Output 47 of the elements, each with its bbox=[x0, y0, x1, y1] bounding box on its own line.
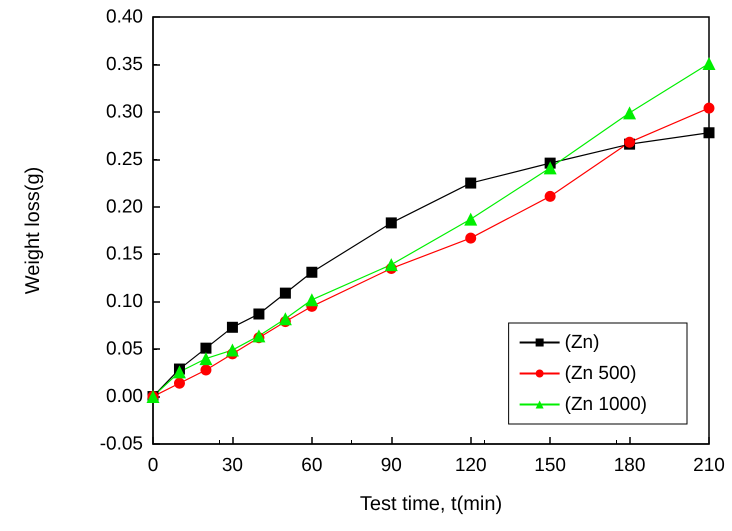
y-tick-label: -0.05 bbox=[100, 434, 143, 454]
x-tick-label: 0 bbox=[148, 455, 158, 476]
point bbox=[174, 378, 185, 389]
y-tick-label: 0.30 bbox=[106, 101, 143, 122]
x-tick-label: 120 bbox=[454, 455, 487, 476]
x-tick-label: 180 bbox=[614, 455, 646, 476]
point bbox=[702, 56, 716, 70]
point bbox=[252, 329, 266, 342]
point bbox=[544, 161, 557, 174]
y-tick-label: 0.05 bbox=[106, 338, 143, 360]
point bbox=[172, 365, 186, 378]
y-tick-label: 0.35 bbox=[106, 54, 143, 75]
y-tick-label: 0.00 bbox=[106, 386, 143, 408]
point bbox=[200, 364, 212, 376]
x-tick-label: 210 bbox=[693, 455, 725, 476]
y-tick-label: 0.20 bbox=[106, 196, 143, 218]
point bbox=[306, 266, 318, 278]
point bbox=[305, 293, 318, 306]
point bbox=[280, 288, 291, 299]
y-tick-label: 0.25 bbox=[106, 148, 143, 170]
x-tick-label: 90 bbox=[380, 455, 402, 476]
point bbox=[544, 190, 556, 202]
y-tick-label: 0.40 bbox=[106, 6, 143, 28]
point bbox=[253, 308, 264, 320]
point bbox=[384, 258, 398, 272]
point bbox=[623, 106, 636, 120]
point bbox=[278, 312, 292, 326]
legend-label: (Zn 1000) bbox=[564, 394, 647, 415]
point bbox=[386, 217, 397, 228]
x-tick-label: 30 bbox=[222, 455, 243, 476]
x-tick-label: 60 bbox=[301, 455, 322, 476]
point bbox=[226, 322, 238, 333]
y-axis-title: Weight loss(g) bbox=[22, 166, 44, 294]
x-tick-label: 150 bbox=[534, 455, 566, 476]
point bbox=[226, 344, 239, 357]
point bbox=[704, 127, 714, 138]
legend-label: (Zn) bbox=[564, 332, 600, 353]
point bbox=[704, 102, 714, 114]
y-tick-label: 0.10 bbox=[106, 291, 143, 312]
legend-label: (Zn 500) bbox=[564, 363, 636, 384]
x-axis-title: Test time, t(min) bbox=[360, 493, 502, 515]
point bbox=[465, 178, 476, 189]
point bbox=[464, 212, 478, 226]
point bbox=[465, 232, 476, 244]
point bbox=[200, 342, 212, 354]
point bbox=[199, 352, 212, 366]
y-tick-label: 0.15 bbox=[106, 244, 143, 265]
